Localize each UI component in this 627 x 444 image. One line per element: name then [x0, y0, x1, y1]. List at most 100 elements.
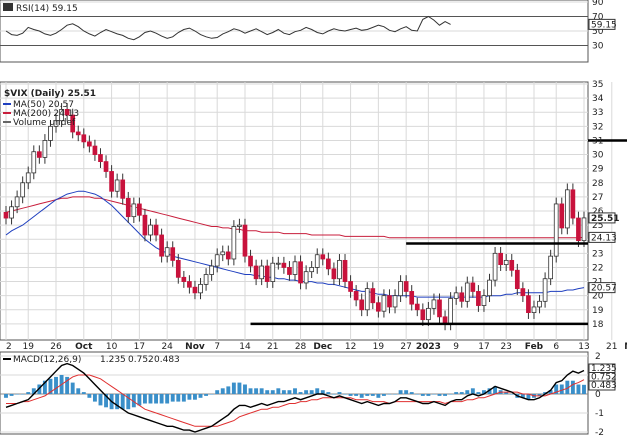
price-y-tick-label: 23	[592, 249, 603, 259]
x-tick-label: 13	[578, 342, 589, 352]
candle-body	[98, 154, 103, 163]
candle	[576, 211, 581, 247]
macd-histogram-bar	[487, 388, 492, 394]
macd-histogram-bar	[409, 392, 414, 394]
candle-body	[326, 258, 331, 270]
price-y-tick-label: 34	[592, 94, 604, 104]
candle-body	[537, 300, 542, 308]
candle	[98, 148, 103, 168]
macd-histogram-bar	[265, 390, 270, 394]
price-value-box	[588, 282, 616, 294]
candle	[259, 259, 264, 286]
candle	[309, 261, 315, 279]
candle-body	[570, 189, 576, 219]
macd-value-label: 0.752	[591, 373, 617, 383]
macd-histogram-bar	[98, 394, 103, 406]
candle	[531, 300, 537, 319]
candle-body	[576, 217, 581, 242]
macd-histogram-bar	[15, 394, 20, 395]
candle	[37, 145, 42, 164]
candle	[137, 197, 142, 222]
candle	[120, 173, 126, 205]
candle	[320, 248, 326, 266]
macd-histogram-bar	[198, 394, 203, 398]
candle-body	[287, 267, 292, 275]
x-tick-label: 21	[606, 342, 617, 352]
candle-body	[203, 274, 209, 285]
price-legend-name: Volume undef	[13, 118, 76, 128]
candle	[353, 285, 359, 307]
macd-histogram-bar	[81, 392, 86, 394]
macd-histogram-bar	[270, 390, 275, 394]
candle	[331, 262, 337, 286]
candle-body	[181, 276, 187, 282]
x-tick-label: Nov	[185, 342, 205, 352]
macd-histogram-bar	[9, 394, 14, 396]
candle	[220, 245, 226, 262]
macd-legend-value: 0.483	[154, 355, 180, 365]
candle-body	[542, 278, 548, 302]
candle-body	[281, 262, 287, 268]
price-y-tick-label: 35	[592, 80, 603, 90]
candle	[337, 254, 342, 286]
candle-body	[309, 267, 315, 273]
candle-body	[142, 214, 148, 236]
macd-histogram-bar	[331, 394, 336, 395]
macd-histogram-bar	[376, 394, 381, 398]
macd-value-label: 1.235	[591, 364, 617, 374]
candle	[187, 275, 192, 294]
x-tick-label: 27	[400, 342, 411, 352]
candle	[59, 103, 64, 128]
candle	[326, 252, 331, 276]
candle	[537, 294, 542, 314]
candle	[370, 282, 376, 310]
rsi-y-tick-label: 70	[592, 13, 604, 23]
candle	[459, 286, 465, 308]
candle-body	[125, 197, 131, 218]
candle-body	[20, 182, 26, 198]
macd-histogram-bar	[343, 394, 347, 395]
candle	[431, 293, 437, 315]
rsi-legend-swatch	[3, 3, 13, 11]
rsi-series-line	[5, 15, 451, 41]
macd-histogram-bar	[115, 394, 120, 410]
macd-histogram-bar	[354, 394, 359, 396]
candle	[403, 275, 409, 298]
candle	[548, 249, 553, 286]
rsi-title: RSI(14) 59.15	[16, 4, 78, 14]
candle-body	[503, 259, 509, 266]
macd-histogram-bar	[293, 388, 297, 394]
price-legend-value: 24.13	[53, 109, 79, 119]
price-y-tick-label: 20	[592, 292, 604, 302]
x-tick-label: 19	[373, 342, 385, 352]
macd-histogram-bar	[554, 384, 559, 394]
macd-histogram-bar	[181, 394, 186, 402]
macd-histogram-bar	[437, 394, 442, 396]
candle-body	[64, 109, 70, 116]
price-value-box	[588, 212, 616, 224]
candle	[381, 289, 387, 318]
x-tick-label: 17	[478, 342, 489, 352]
candle	[442, 310, 448, 331]
candle-body	[426, 307, 431, 321]
candle-body	[53, 120, 59, 127]
candle-body	[114, 179, 120, 192]
candle-body	[9, 206, 14, 219]
macd-histogram-bar	[65, 376, 70, 394]
candle	[170, 241, 176, 267]
candle	[476, 285, 481, 312]
candle-body	[164, 247, 170, 257]
macd-histogram-bar	[365, 394, 370, 396]
candle	[542, 272, 548, 308]
candle-body	[242, 224, 248, 257]
macd-histogram-bar	[248, 388, 253, 394]
candle	[303, 265, 309, 290]
candle	[503, 254, 509, 271]
candle-body	[220, 251, 226, 256]
macd-histogram-bar	[570, 380, 575, 394]
macd-histogram-bar	[459, 392, 464, 394]
macd-histogram-bar	[309, 390, 314, 394]
macd-histogram-bar	[537, 394, 542, 396]
candle-body	[87, 141, 92, 147]
